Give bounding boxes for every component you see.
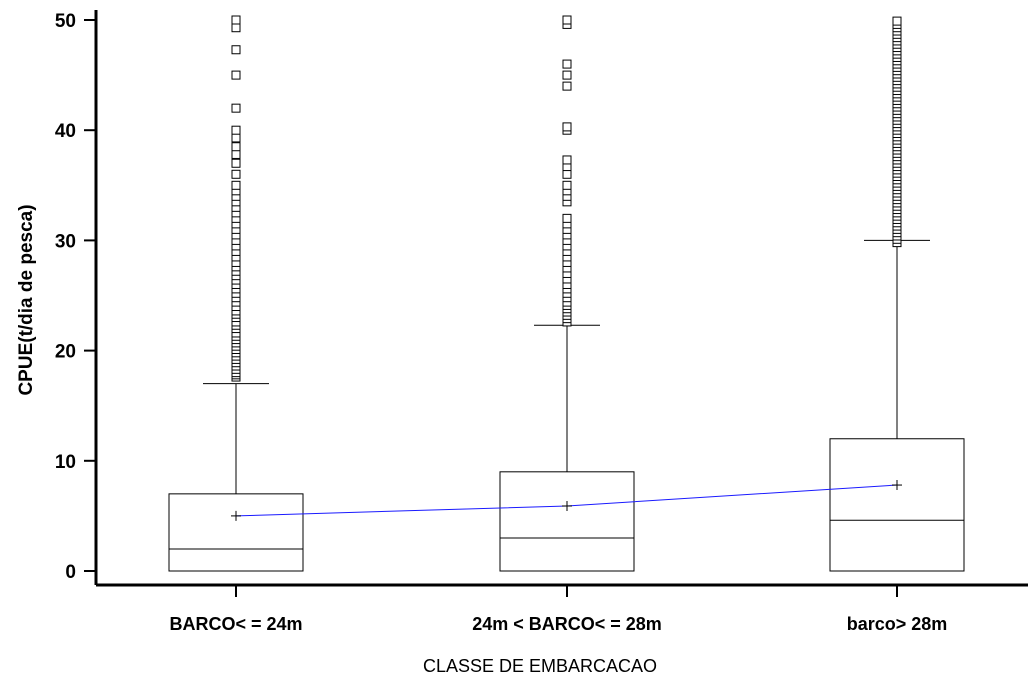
y-tick-label: 30	[55, 231, 76, 252]
outlier-point	[231, 70, 241, 80]
y-tick-label: 10	[55, 452, 76, 473]
outlier-point	[562, 213, 572, 223]
outlier-point	[562, 169, 572, 179]
y-ticks: 0 10 20 30 40 50	[55, 11, 96, 583]
x-tick-label: 24m < BARCO< = 28m	[472, 614, 662, 634]
outlier-point	[231, 103, 241, 113]
outlier-point	[892, 16, 902, 26]
axes	[94, 10, 1028, 587]
x-tick-label: BARCO< = 24m	[169, 614, 302, 634]
box-group-1	[168, 15, 304, 572]
outlier-point	[231, 180, 241, 190]
x-tick-label: barco> 28m	[847, 614, 948, 634]
outlier-point	[231, 169, 241, 179]
outlier-point	[231, 23, 241, 33]
outlier-point	[562, 122, 572, 132]
x-axis-title: CLASSE DE EMBARCACAO	[423, 656, 657, 676]
outlier-point	[231, 149, 241, 159]
box-iqr	[829, 438, 965, 572]
y-tick-label: 40	[55, 121, 76, 142]
box-group-3	[829, 16, 965, 572]
y-axis-title: CPUE(t/dia de pesca)	[16, 204, 37, 395]
box-group-2	[499, 15, 635, 572]
outlier-point	[231, 142, 241, 152]
box-iqr	[168, 493, 304, 572]
outlier-point	[231, 158, 241, 168]
outlier-point	[562, 70, 572, 80]
mean-markers	[231, 480, 902, 521]
outlier-point	[562, 81, 572, 91]
x-ticks: BARCO< = 24m 24m < BARCO< = 28m barco> 28m	[169, 585, 947, 634]
outlier-point	[231, 125, 241, 135]
outlier-point	[562, 180, 572, 190]
y-tick-label: 0	[65, 562, 76, 583]
boxes	[168, 15, 965, 572]
box-iqr	[499, 471, 635, 572]
y-tick-label: 50	[55, 11, 76, 32]
outlier-point	[562, 59, 572, 69]
outlier-point	[231, 133, 241, 143]
outlier-point	[562, 155, 572, 165]
y-tick-label: 20	[55, 342, 76, 363]
outlier-point	[231, 15, 241, 25]
mean-connect-line	[235, 484, 898, 517]
outlier-point	[562, 15, 572, 25]
outlier-point	[231, 45, 241, 55]
